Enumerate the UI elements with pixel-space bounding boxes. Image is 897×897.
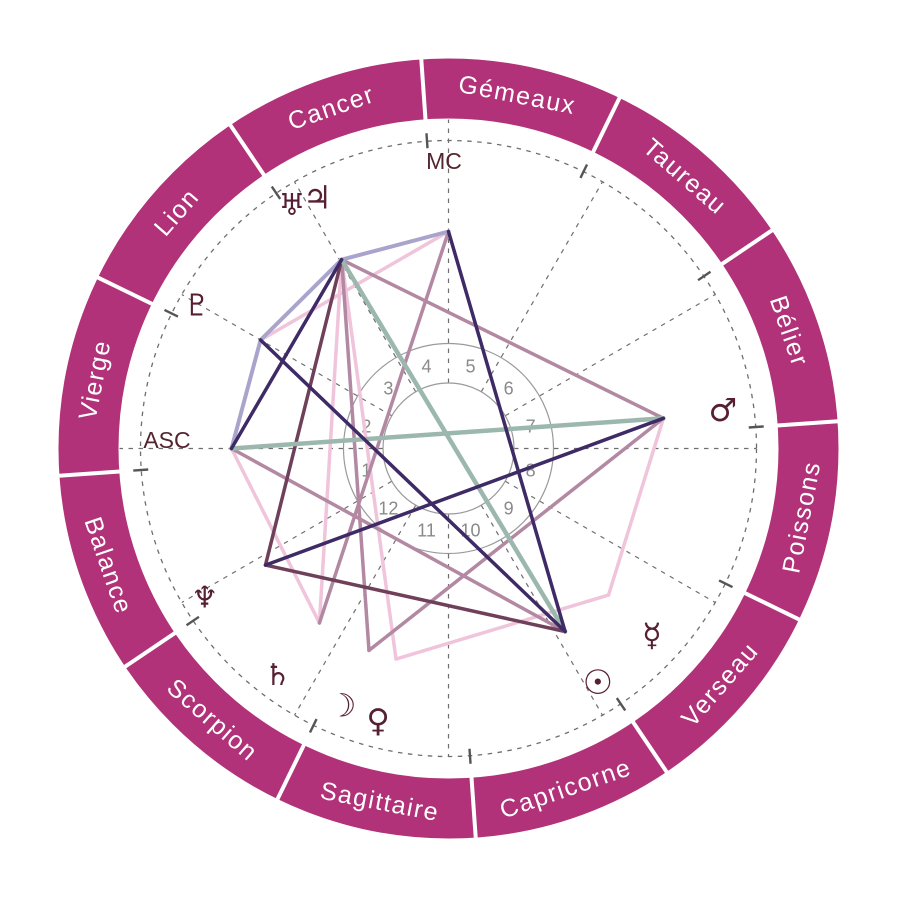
- house-cusp-line: [480, 181, 604, 393]
- sign-separator: [629, 717, 671, 777]
- aspect-line-jupiter-sun: [339, 257, 568, 634]
- sign-boundary-tick: [425, 133, 429, 149]
- house-number-10: 10: [460, 521, 480, 541]
- sign-separator: [419, 55, 428, 124]
- aspect-line-mc-pluto: [258, 229, 451, 342]
- house-cusp-line: [504, 480, 716, 604]
- house-number-11: 11: [417, 521, 436, 541]
- planet-glyph-mercury: ☿: [642, 616, 662, 654]
- house-number-3: 3: [383, 378, 393, 398]
- aspect-line-moon-mars: [367, 416, 666, 653]
- house-number-6: 6: [504, 378, 514, 398]
- sign-boundary-tick: [615, 697, 627, 712]
- sign-boundary-tick: [468, 748, 472, 764]
- house-number-2: 2: [361, 417, 371, 437]
- asc-label: ASC: [143, 427, 190, 453]
- sign-separator: [226, 120, 268, 180]
- sign-separator: [469, 773, 478, 842]
- sign-boundary-tick: [748, 425, 764, 429]
- aspect-line-jupiter-venus: [339, 257, 398, 661]
- planet-glyph-saturn: ♄: [264, 658, 291, 693]
- aspect-line-mc-jupiter: [339, 229, 451, 262]
- planet-glyph-sun: ☉: [583, 663, 613, 703]
- house-number-9: 9: [504, 499, 514, 519]
- aspect-line-pluto-asc: [229, 338, 263, 451]
- sign-separator: [120, 629, 180, 671]
- aspect-line-asc-saturn: [229, 446, 322, 625]
- sign-separator: [773, 419, 842, 428]
- planet-glyph-jupiter: ♃: [303, 179, 332, 217]
- planet-glyph-venus: ♀: [366, 702, 389, 740]
- sign-separator: [273, 740, 308, 804]
- aspect-line-mc-sun: [446, 229, 567, 634]
- aspect-line-pluto-sun: [258, 338, 567, 634]
- sign-boundary-tick: [133, 468, 149, 472]
- planet-glyph-pluto: ♇: [184, 289, 211, 324]
- sign-separator: [93, 273, 157, 308]
- sign-boundary-tick: [185, 615, 200, 627]
- sign-boundary-tick: [697, 270, 712, 282]
- planet-glyph-neptune: ♆: [191, 580, 218, 615]
- aspect-line-asc-sun: [229, 446, 567, 634]
- aspect-line-mars-mercury: [606, 416, 666, 597]
- aspect-line-venus-mercury: [394, 593, 611, 661]
- sign-separator: [55, 469, 124, 478]
- house-number-4: 4: [421, 356, 431, 376]
- zodiac-ring: [58, 58, 839, 839]
- sign-separator: [589, 93, 624, 157]
- aspect-line-neptune-sun: [263, 563, 567, 634]
- sign-boundary-tick: [270, 185, 282, 200]
- sign-separator: [717, 226, 777, 268]
- planet-glyph-moon: ☽: [328, 686, 357, 724]
- house-cusp-line: [181, 480, 393, 604]
- house-number-8: 8: [526, 460, 536, 480]
- mc-label: MC: [426, 148, 462, 174]
- planet-glyph-uranus: ♅: [278, 188, 305, 223]
- aspect-line-jupiter-neptune: [263, 257, 344, 567]
- house-number-outer-circle: [342, 342, 555, 555]
- aspect-line-jupiter-pluto: [258, 257, 344, 342]
- aspect-line-mc-saturn: [317, 229, 451, 625]
- house-number-12: 12: [378, 499, 398, 519]
- house-cusp-line: [504, 293, 716, 417]
- aspect-line-neptune-mars: [263, 416, 666, 567]
- sign-boundary-tick: [308, 718, 318, 734]
- sign-boundary-tick: [163, 308, 179, 318]
- aspect-line-asc-jupiter: [229, 257, 344, 451]
- house-number-1: 1: [361, 460, 371, 480]
- aspect-line-jupiter-moon: [339, 257, 371, 653]
- sign-boundary-tick: [718, 579, 734, 589]
- sign-separator: [740, 589, 804, 624]
- house-number-inner-circle: [382, 382, 515, 515]
- planet-glyph-mars: ♂: [708, 391, 737, 429]
- house-number-5: 5: [465, 356, 475, 376]
- sign-boundary-tick: [579, 163, 589, 179]
- aspect-line-jupiter-mars: [339, 257, 666, 421]
